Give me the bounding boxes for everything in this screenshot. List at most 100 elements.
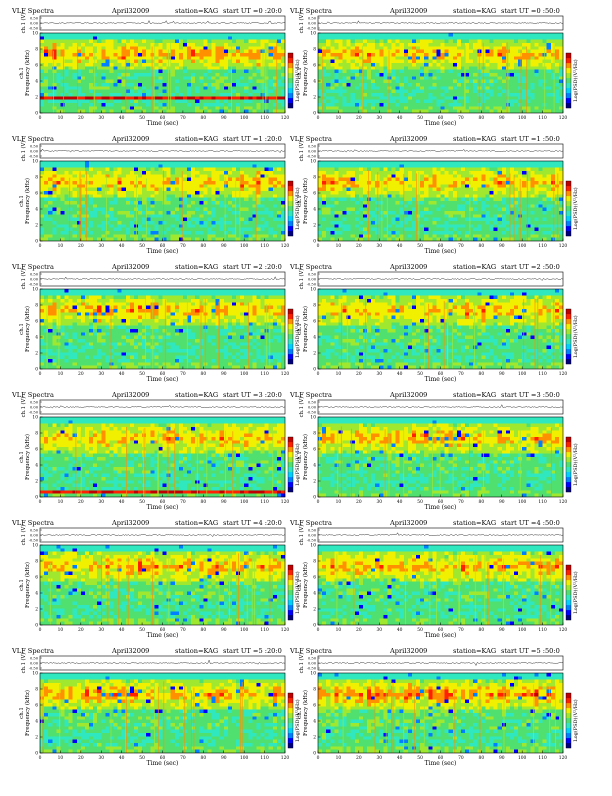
spectrogram-cell xyxy=(228,191,232,194)
spectrogram-cell xyxy=(269,171,273,174)
spectrogram-cell xyxy=(65,53,69,56)
spectrogram-cell xyxy=(498,96,502,99)
spectrogram-cell xyxy=(343,43,347,46)
spectrogram-cell xyxy=(539,161,543,164)
spectrogram-cell xyxy=(375,66,379,69)
spectrogram-cell xyxy=(212,211,216,214)
spectrogram-cell xyxy=(244,103,248,106)
spectrogram-cell xyxy=(240,174,244,177)
spectrogram-cell xyxy=(371,66,375,69)
spectrogram-cell xyxy=(126,231,130,234)
spectrogram-cell xyxy=(85,96,89,99)
spectrogram-cell xyxy=(105,70,109,73)
spectrogram-cell xyxy=(506,164,510,167)
spectrogram-cell xyxy=(453,56,457,59)
spectrogram-cell xyxy=(44,40,48,43)
spectrogram-cell xyxy=(326,63,330,66)
spectrogram-cell xyxy=(183,96,187,99)
spectrogram-cell xyxy=(387,63,391,66)
spectrogram-cell xyxy=(142,56,146,59)
spectrogram-cell xyxy=(343,93,347,96)
spectrogram-cell xyxy=(502,53,506,56)
spectrogram-cell xyxy=(424,106,428,109)
spectrogram-cell xyxy=(154,86,158,89)
spectrogram-cell xyxy=(530,174,534,177)
spectrogram-cell xyxy=(412,80,416,83)
spectrogram-cell xyxy=(261,106,265,109)
spectrogram-cell xyxy=(65,56,69,59)
spectrogram-cell xyxy=(539,110,543,113)
spectrogram-cell xyxy=(191,211,195,214)
spectrogram-cell xyxy=(248,63,252,66)
spectrogram-cell xyxy=(547,106,551,109)
spectrogram-cell xyxy=(432,40,436,43)
spectrogram-cell xyxy=(252,60,256,63)
spectrogram-cell xyxy=(163,184,167,187)
spectrogram-cell xyxy=(387,90,391,93)
spectrogram-cell xyxy=(134,90,138,93)
spectrogram-cell xyxy=(441,66,445,69)
spectrogram-cell xyxy=(138,53,142,56)
spectrogram-cell xyxy=(220,106,224,109)
spectrogram-cell xyxy=(334,86,338,89)
spectrogram-cell xyxy=(375,40,379,43)
spectrogram-cell xyxy=(126,76,130,79)
spectrogram-cell xyxy=(138,231,142,234)
spectrogram-cell xyxy=(171,93,175,96)
spectrogram-cell xyxy=(163,93,167,96)
spectrogram-cell xyxy=(191,86,195,89)
spectrogram-cell xyxy=(73,161,77,164)
spectrogram-cell xyxy=(539,46,543,49)
spectrogram-cell xyxy=(400,66,404,69)
spectrogram-cell xyxy=(383,53,387,56)
spectrogram-cell xyxy=(347,96,351,99)
spectrogram-cell xyxy=(195,218,199,221)
spectrogram-cell xyxy=(73,110,77,113)
spectrogram-cell xyxy=(220,171,224,174)
spectrogram-cell xyxy=(392,70,396,73)
spectrogram-cell xyxy=(163,70,167,73)
spectrogram-cell xyxy=(526,33,530,36)
spectrogram-cell xyxy=(432,181,436,184)
spectrogram-cell xyxy=(367,36,371,39)
spectrogram-cell xyxy=(502,164,506,167)
x-tick-label: 110 xyxy=(260,116,269,121)
spectrogram-cell xyxy=(130,80,134,83)
spectrogram-cell xyxy=(203,33,207,36)
spectrogram-cell xyxy=(163,188,167,191)
spectrogram-cell xyxy=(212,90,216,93)
spectrogram-cell xyxy=(212,86,216,89)
spectrogram-cell xyxy=(485,161,489,164)
spectrogram-cell xyxy=(404,43,408,46)
spectrogram-cell xyxy=(232,86,236,89)
spectrogram-cell xyxy=(432,96,436,99)
spectrogram-cell xyxy=(248,100,252,103)
spectrogram-cell xyxy=(138,96,142,99)
spectrogram-cell xyxy=(404,90,408,93)
spectrogram-cell xyxy=(228,188,232,191)
spectrogram-cell xyxy=(248,174,252,177)
spectrogram-cell xyxy=(150,198,154,201)
spectrogram-cell xyxy=(432,43,436,46)
spectrogram-cell xyxy=(281,238,285,241)
spectrogram-cell xyxy=(457,93,461,96)
spectrogram-cell xyxy=(441,174,445,177)
spectrogram-cell xyxy=(445,103,449,106)
spectrogram-cell xyxy=(281,36,285,39)
spectrogram-cell xyxy=(473,83,477,86)
spectrogram-cell xyxy=(126,110,130,113)
spectrogram-cell xyxy=(244,40,248,43)
spectrogram-cell xyxy=(424,40,428,43)
spectrogram-cell xyxy=(40,33,44,36)
spectrogram-cell xyxy=(359,181,363,184)
spectrogram-cell xyxy=(490,83,494,86)
spectrogram-cell xyxy=(375,90,379,93)
spectrogram-cell xyxy=(326,40,330,43)
spectrogram-cell xyxy=(490,178,494,181)
spectrogram-cell xyxy=(559,73,563,76)
spectrogram-cell xyxy=(265,211,269,214)
spectrogram-cell xyxy=(477,33,481,36)
spectrogram-cell xyxy=(81,33,85,36)
spectrogram-cell xyxy=(240,228,244,231)
spectrogram-cell xyxy=(244,174,248,177)
